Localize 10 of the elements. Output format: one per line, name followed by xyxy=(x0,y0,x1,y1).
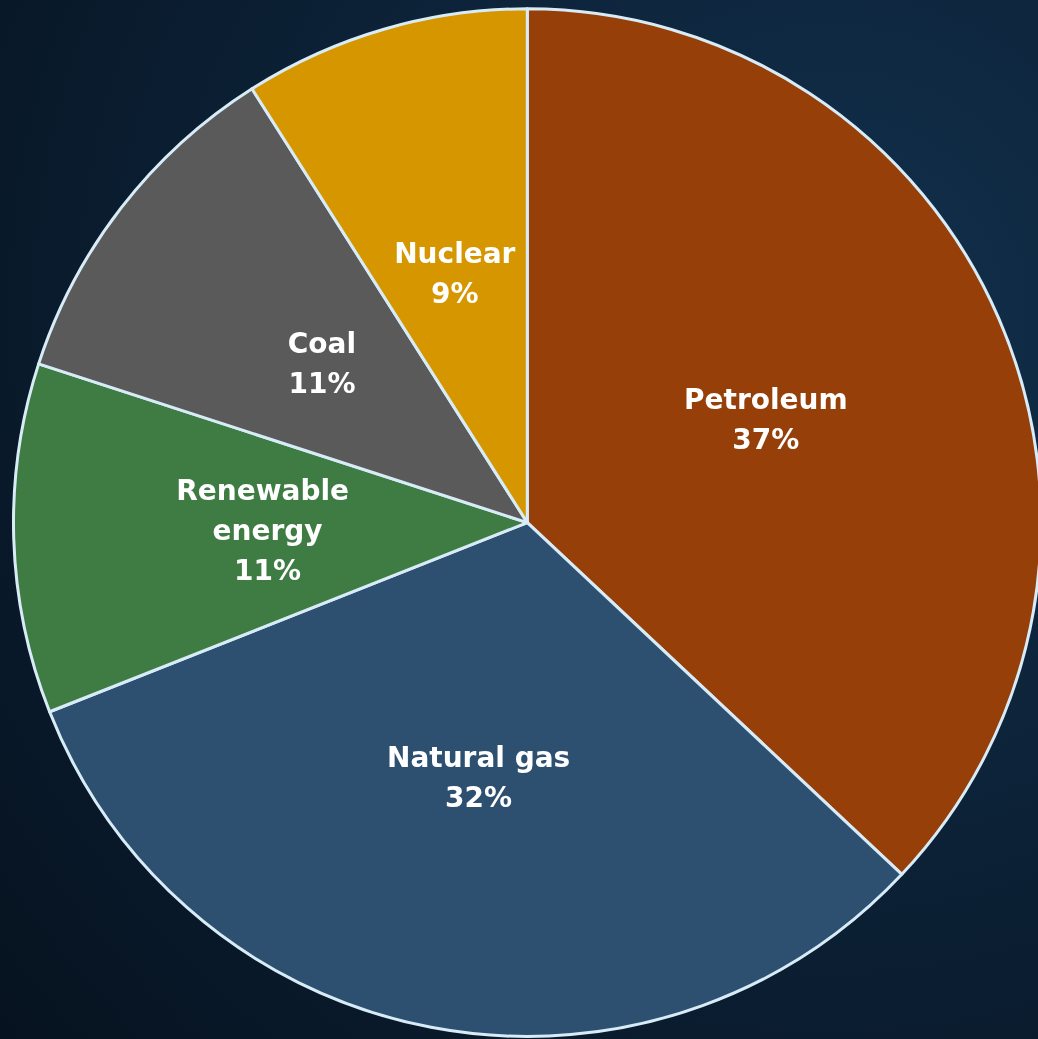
data-label: 9% xyxy=(431,276,479,310)
slice-label: Petroleum xyxy=(684,382,848,416)
data-label: 11% xyxy=(234,554,302,588)
slice-label: Renewable energy xyxy=(176,474,359,548)
data-label: 32% xyxy=(445,781,513,815)
slice-label: Nuclear xyxy=(394,236,516,270)
slice-label: Natural gas xyxy=(386,741,571,775)
slice-label: Coal xyxy=(287,326,357,360)
data-label: 11% xyxy=(288,366,356,400)
data-label: 37% xyxy=(732,422,800,456)
